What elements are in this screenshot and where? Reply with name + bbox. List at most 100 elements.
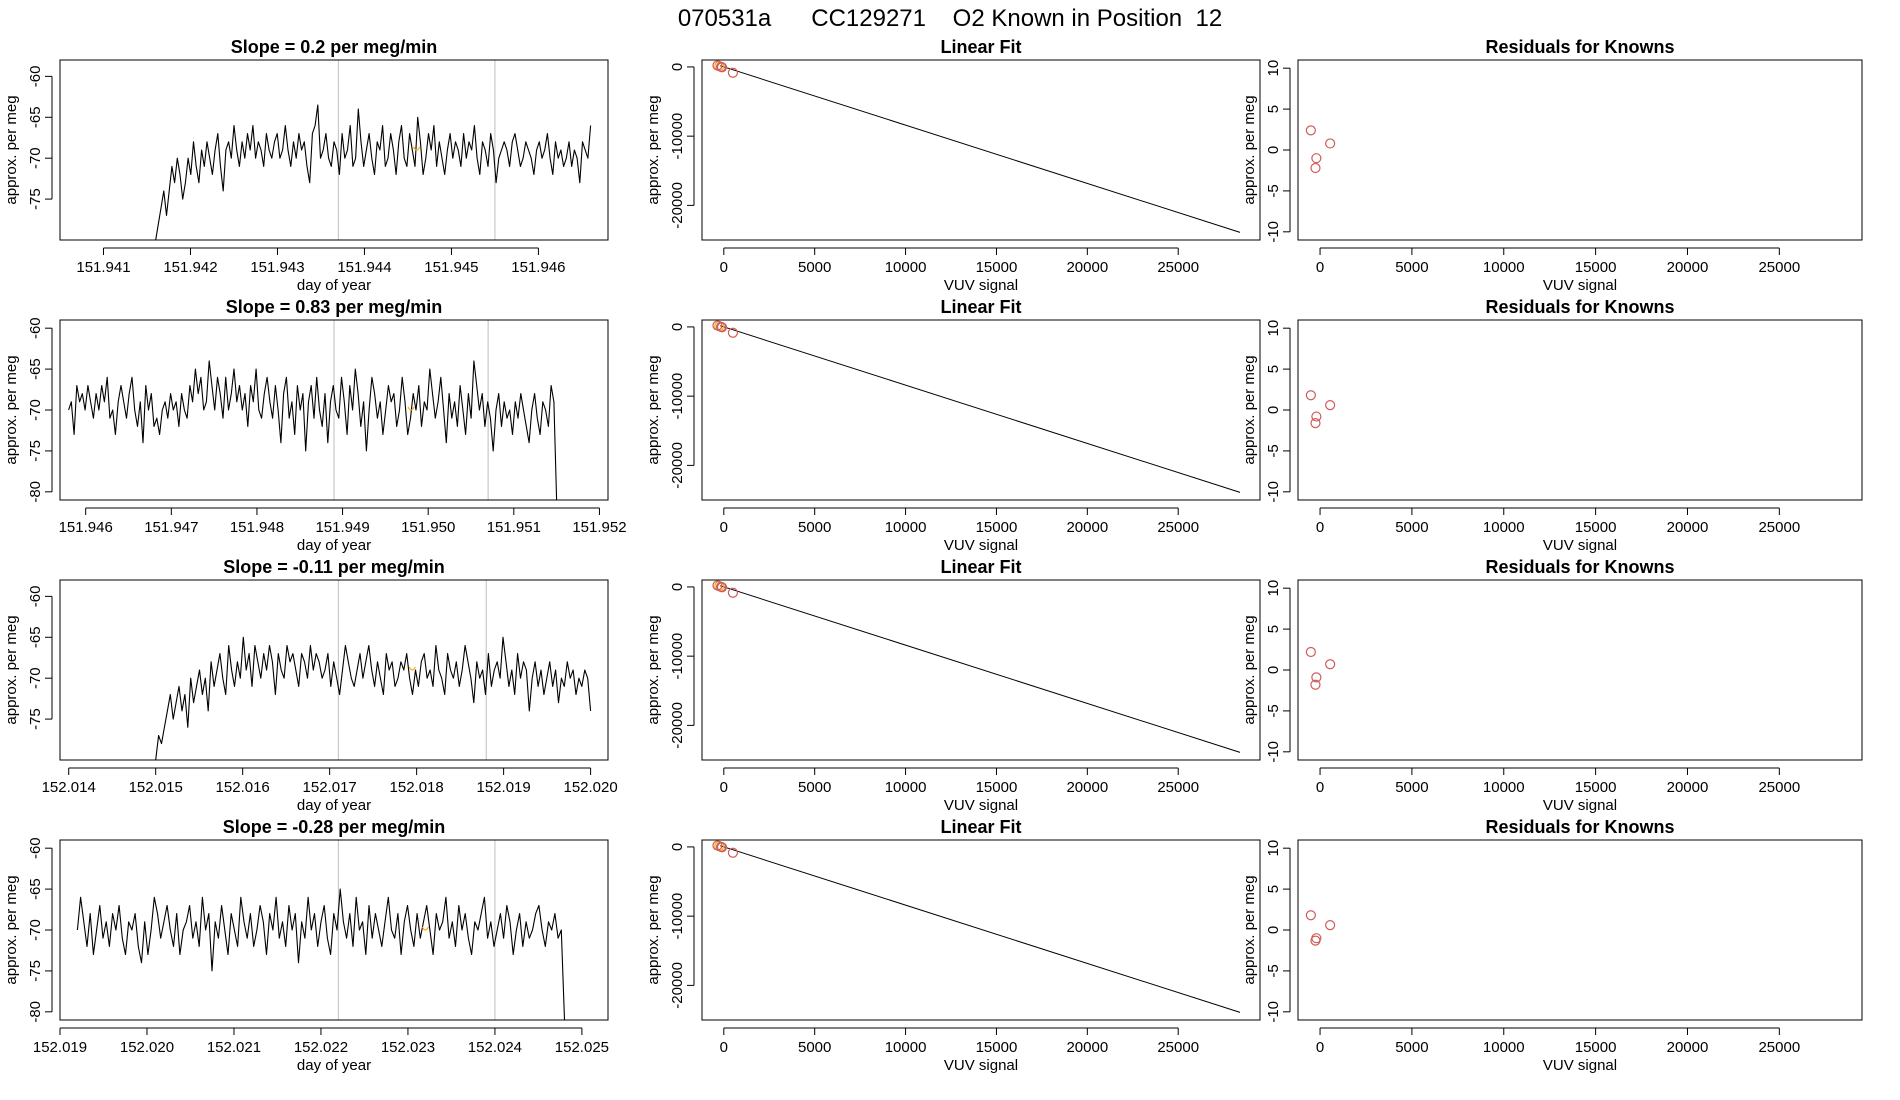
y-tick-label: 0: [669, 843, 686, 851]
y-tick-label: -10000: [669, 633, 686, 680]
panel-10: Slope = -0.28 per meg/min day of year appr…: [3, 817, 609, 1074]
fit-line: [720, 845, 1241, 1013]
x-tick-label: 10000: [885, 519, 927, 536]
y-tick-label: 0: [1265, 406, 1282, 414]
y-axis-label: approx. per meg: [645, 95, 662, 204]
x-tick-label: 20000: [1667, 519, 1709, 536]
data-point: [1310, 162, 1321, 174]
x-tick-label: 152.025: [555, 1039, 609, 1056]
x-tick-label: 0: [720, 259, 728, 276]
x-tick-label: 5000: [798, 259, 831, 276]
x-tick-label: 151.941: [76, 259, 130, 276]
panel-2: Linear Fit VUV signal approx. per meg 0 5000…: [645, 37, 1261, 294]
panel-title: Linear Fit: [940, 297, 1021, 317]
y-tick-label: -60: [27, 317, 44, 339]
x-tick-label: 152.020: [120, 1039, 174, 1056]
plot-frame: [1297, 839, 1863, 1021]
y-tick-label: -65: [27, 626, 44, 648]
x-tick-label: 25000: [1157, 519, 1199, 536]
x-tick-label: 5000: [1395, 1039, 1428, 1056]
y-tick-label: 10: [1265, 580, 1282, 597]
x-axis-label: VUV signal: [1543, 1057, 1617, 1074]
x-tick-label: 15000: [976, 259, 1018, 276]
x-tick-label: 152.022: [294, 1039, 348, 1056]
y-tick-label: -70: [27, 399, 44, 421]
y-tick-label: -70: [27, 147, 44, 169]
highlight-marker: [407, 406, 415, 411]
x-tick-label: 15000: [1575, 259, 1617, 276]
x-tick-label: 15000: [1575, 519, 1617, 536]
x-tick-label: 0: [1316, 259, 1324, 276]
y-axis-label: approx. per meg: [1241, 875, 1258, 984]
y-axis-label: approx. per meg: [1241, 95, 1258, 204]
panel-title: Linear Fit: [940, 557, 1021, 577]
plot-data: [1305, 910, 1336, 946]
x-tick-label: 25000: [1157, 779, 1199, 796]
plot-frame: [59, 839, 609, 1021]
panel-title: Slope = -0.11 per meg/min: [223, 557, 445, 577]
x-tick-label: 5000: [1395, 519, 1428, 536]
y-tick-label: 0: [1265, 666, 1282, 674]
y-tick-label: 0: [1265, 926, 1282, 934]
x-tick-label: 10000: [885, 1039, 927, 1056]
x-tick-label: 20000: [1667, 1039, 1709, 1056]
plot-data: [712, 60, 1241, 233]
data-point: [716, 582, 728, 593]
data-point: [1325, 138, 1336, 149]
y-tick-label: 5: [1265, 885, 1282, 893]
plot-data: [712, 840, 1241, 1013]
y-tick-label: -10000: [669, 373, 686, 420]
x-tick-label: 20000: [1066, 519, 1108, 536]
plot-frame: [1297, 319, 1863, 501]
panels: Slope = 0.2 per meg/min day of year approx…: [3, 37, 1863, 1074]
data-point: [1310, 679, 1321, 690]
x-tick-label: 151.949: [315, 519, 369, 536]
x-axis-label: day of year: [297, 537, 371, 554]
x-axis-label: day of year: [297, 277, 371, 294]
y-tick-label: 0: [669, 583, 686, 591]
x-tick-label: 151.946: [59, 519, 113, 536]
data-point: [1310, 935, 1321, 946]
x-axis-label: day of year: [297, 797, 371, 814]
y-tick-label: -60: [27, 837, 44, 859]
data-point: [1325, 659, 1336, 670]
y-tick-label: -5: [1265, 704, 1282, 717]
y-tick-label: 10: [1265, 320, 1282, 337]
x-tick-label: 0: [1316, 1039, 1324, 1056]
x-tick-label: 5000: [1395, 259, 1428, 276]
data-point: [1311, 672, 1322, 683]
plot-frame: [701, 839, 1261, 1021]
panel-title: Residuals for Knowns: [1485, 817, 1674, 837]
x-tick-label: 10000: [885, 259, 927, 276]
y-tick-label: 5: [1265, 625, 1282, 633]
x-tick-label: 25000: [1758, 779, 1800, 796]
y-tick-label: -75: [27, 440, 44, 462]
highlight-marker: [408, 666, 416, 671]
panel-7: Slope = -0.11 per meg/min day of year appr…: [3, 557, 618, 814]
series-line: [155, 104, 592, 240]
data-point: [727, 587, 738, 598]
x-tick-label: 25000: [1157, 259, 1199, 276]
x-tick-label: 152.016: [216, 779, 270, 796]
y-tick-label: -65: [27, 878, 44, 900]
x-tick-label: 0: [1316, 519, 1324, 536]
panel-4: Slope = 0.83 per meg/min day of year appro…: [3, 297, 627, 554]
data-point: [1311, 411, 1322, 422]
panel-title: Slope = 0.2 per meg/min: [231, 37, 438, 57]
x-tick-label: 152.018: [390, 779, 444, 796]
fit-line: [720, 325, 1241, 493]
x-tick-label: 10000: [1483, 519, 1525, 536]
x-axis-label: VUV signal: [944, 277, 1018, 294]
y-tick-label: 0: [1265, 146, 1282, 154]
y-tick-label: -80: [27, 481, 44, 503]
plot-frame: [701, 319, 1261, 501]
data-point: [727, 327, 738, 338]
y-tick-label: -5: [1265, 964, 1282, 977]
y-axis-label: approx. per meg: [645, 355, 662, 464]
data-point: [727, 67, 738, 78]
x-tick-label: 151.945: [424, 259, 478, 276]
data-point: [716, 62, 728, 73]
y-axis-label: approx. per meg: [3, 615, 20, 724]
x-tick-label: 0: [720, 1039, 728, 1056]
